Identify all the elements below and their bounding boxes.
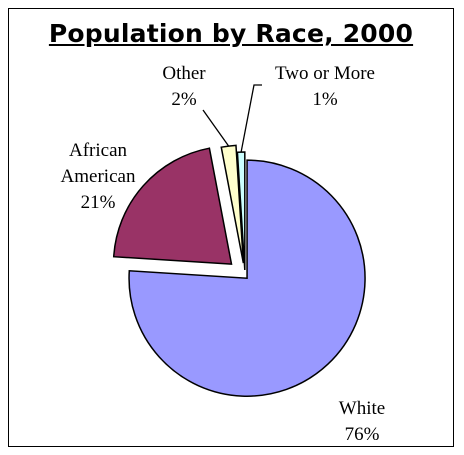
label-african-american-line2: American bbox=[61, 166, 136, 187]
leader-line-two-or-more bbox=[240, 84, 262, 153]
pie-slice-white bbox=[128, 159, 366, 397]
pie-slice-african-american bbox=[112, 147, 233, 265]
chart-title: Population by Race, 2000 bbox=[48, 19, 414, 48]
leader-line-other bbox=[202, 109, 230, 147]
label-african-american-line1: African bbox=[69, 140, 128, 161]
label-other-pct: 2% bbox=[171, 89, 197, 110]
label-two-or-more-pct: 1% bbox=[312, 89, 338, 110]
pie-slice-two-or-more bbox=[236, 151, 246, 271]
label-two-or-more-name: Two or More bbox=[275, 63, 375, 84]
label-african-american-pct: 21% bbox=[81, 192, 116, 213]
label-white-pct: 76% bbox=[345, 424, 380, 445]
label-white-name: White bbox=[339, 398, 385, 419]
label-other-name: Other bbox=[162, 63, 206, 84]
